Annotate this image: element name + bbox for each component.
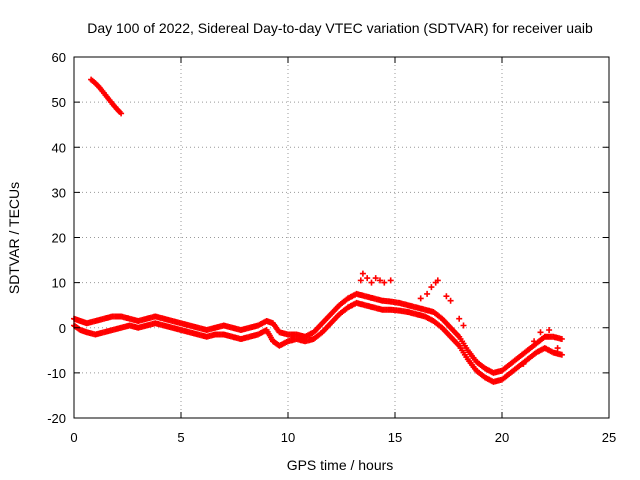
x-tick-label: 25: [602, 430, 616, 445]
grid: [74, 57, 609, 418]
y-tick-label: 30: [52, 185, 66, 200]
data-point: [428, 284, 435, 291]
x-axis-label: GPS time / hours: [287, 457, 394, 473]
y-tick-label: 0: [59, 321, 66, 336]
chart-title: Day 100 of 2022, Sidereal Day-to-day VTE…: [87, 20, 593, 36]
data-point: [546, 327, 553, 333]
data-point: [554, 345, 561, 352]
data-point: [381, 279, 388, 286]
y-tick-label: 60: [52, 50, 66, 65]
x-tick-label: 0: [70, 430, 77, 445]
data-point: [558, 351, 565, 358]
data-point: [377, 277, 383, 284]
data-point: [447, 297, 454, 304]
data-point: [520, 360, 527, 367]
x-tick-label: 20: [495, 430, 509, 445]
data-point: [434, 277, 441, 284]
data-point: [118, 110, 125, 117]
data-point: [368, 279, 375, 286]
y-axis-label: SDTVAR / TECUs: [6, 182, 22, 294]
data-point: [531, 338, 538, 345]
data-point: [460, 322, 467, 329]
y-tick-label: 50: [52, 95, 66, 110]
data-point: [387, 277, 394, 284]
x-tick-label: 15: [388, 430, 402, 445]
x-tick-label: 5: [177, 430, 184, 445]
y-tick-label: 10: [52, 276, 66, 291]
y-tick-label: -20: [47, 411, 66, 426]
data-points: [71, 76, 565, 385]
data-point: [357, 277, 364, 284]
data-point: [417, 295, 424, 302]
data-point: [443, 293, 450, 300]
y-tick-label: -10: [47, 366, 66, 381]
data-point: [372, 275, 379, 282]
data-point: [456, 315, 463, 322]
data-point: [558, 336, 565, 342]
x-tick-label: 10: [281, 430, 295, 445]
data-point: [537, 329, 544, 336]
data-point: [359, 270, 366, 277]
y-tick-label: 20: [52, 231, 66, 246]
y-tick-label: 40: [52, 140, 66, 155]
data-point: [364, 275, 371, 282]
axis-ticks: 0 5 10 15 20 25 -20 -10 0 10 20 30 40 50 60: [47, 50, 616, 445]
data-point: [424, 290, 431, 297]
